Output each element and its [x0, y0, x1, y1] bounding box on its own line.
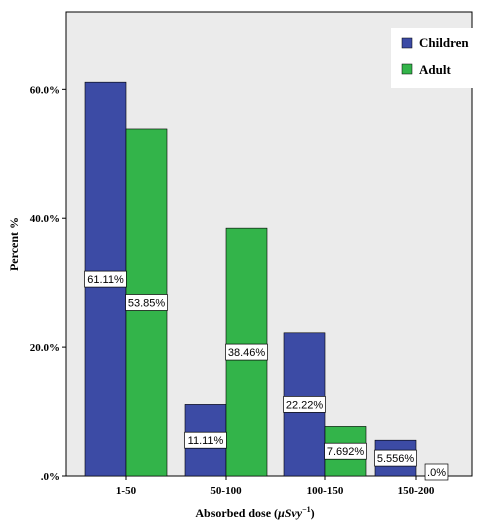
- data-label: 22.22%: [283, 396, 326, 413]
- data-label-text: 7.692%: [327, 446, 365, 458]
- legend-swatch-adult: [401, 63, 413, 75]
- x-tick-label: 50-100: [210, 485, 242, 497]
- x-tick-label: 1-50: [116, 485, 137, 497]
- y-tick-label: 40.0%: [30, 213, 60, 225]
- y-axis: .0% 20.0% 40.0% 60.0%: [30, 84, 66, 483]
- data-label-box: [84, 270, 127, 288]
- legend-swatch-children: [401, 37, 413, 49]
- x-tick-label: 150-200: [398, 485, 435, 497]
- data-label: 11.11%: [184, 431, 227, 449]
- data-label-box: [324, 442, 367, 460]
- legend-label-children: Children: [419, 35, 469, 50]
- data-label-box: [283, 396, 326, 413]
- x-tick-label: 100-150: [307, 485, 344, 497]
- data-label-text: 38.46%: [228, 347, 266, 359]
- data-label-text: 11.11%: [188, 435, 224, 447]
- data-label: .0%: [424, 463, 449, 481]
- data-label-box: [125, 294, 168, 311]
- x-axis: 1-50 50-100 100-150 150-200: [116, 476, 435, 497]
- x-axis-title-close: ): [311, 506, 315, 520]
- y-tick-label: 20.0%: [30, 342, 60, 354]
- x-axis-title-unit: μSvy: [277, 506, 303, 520]
- data-label-text: .0%: [427, 467, 446, 479]
- legend: Children Adult: [391, 28, 479, 88]
- legend-label-adult: Adult: [419, 62, 451, 77]
- data-label-box: [424, 463, 449, 481]
- data-label: 38.46%: [225, 343, 268, 361]
- data-label-text: 5.556%: [377, 453, 415, 465]
- data-label-text: 61.11%: [87, 274, 124, 286]
- y-axis-title: Percent %: [7, 217, 21, 271]
- y-tick-label: 60.0%: [30, 84, 60, 96]
- y-tick-label: .0%: [41, 471, 60, 483]
- x-axis-title-text: Absorbed dose (: [195, 506, 278, 520]
- data-labels: 61.11% 53.85% 11.11% 38.46% 22.22% 7.692% 5.55…: [84, 270, 449, 481]
- data-label-text: 53.85%: [128, 297, 166, 309]
- data-label-box: [225, 343, 268, 361]
- x-axis-title: Absorbed dose (μSvy−1): [195, 505, 314, 520]
- data-label: 7.692%: [324, 442, 367, 460]
- data-label: 61.11%: [84, 270, 127, 288]
- data-label-box: [184, 431, 227, 449]
- data-label: 5.556%: [374, 449, 417, 467]
- data-label-text: 22.22%: [286, 399, 324, 411]
- data-label: 53.85%: [125, 294, 168, 311]
- x-axis-title-exponent: −1: [302, 505, 311, 514]
- data-label-box: [374, 449, 417, 467]
